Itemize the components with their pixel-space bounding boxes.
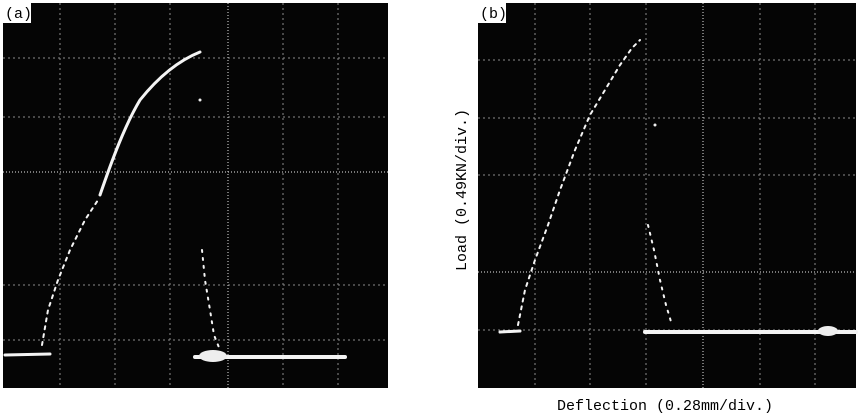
scope-panel-b: (b) — [478, 3, 858, 388]
trace — [3, 50, 347, 362]
x-axis-label: Deflection (0.28mm/div.) — [557, 398, 773, 415]
panel-label: (a) — [5, 6, 32, 23]
grid — [3, 3, 388, 388]
screen — [478, 3, 856, 388]
screen — [3, 3, 388, 388]
center-axes — [3, 3, 388, 388]
center-axes — [478, 3, 856, 388]
scope-panel-a: (a) — [3, 3, 388, 388]
y-axis-label: Load (0.49KN/div.) — [454, 109, 471, 271]
trace — [498, 39, 858, 336]
panel-label: (b) — [480, 6, 507, 23]
